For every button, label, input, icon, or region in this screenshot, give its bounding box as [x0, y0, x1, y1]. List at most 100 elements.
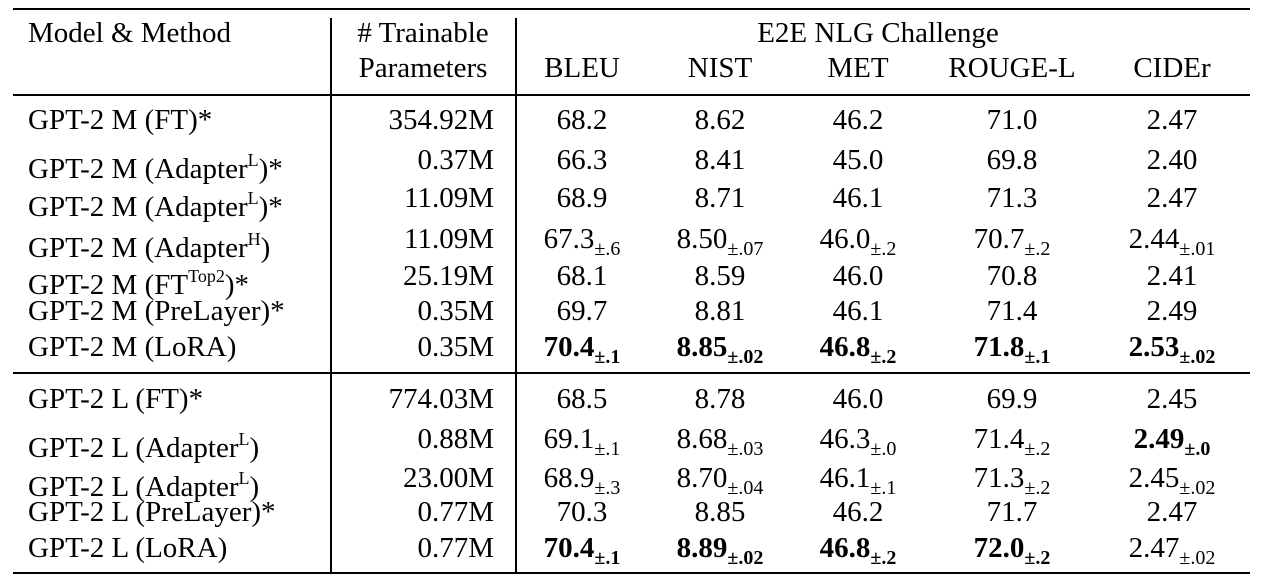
metric-std-subscript: ±.02: [1179, 346, 1216, 368]
metric-value: 71.4: [986, 295, 1038, 327]
trainable-params-cell: 23.00M: [402, 462, 494, 494]
model-variant-superscript: L: [238, 429, 250, 449]
trainable-params-cell: 11.09M: [404, 223, 494, 255]
metric-value: 70.8: [986, 260, 1038, 292]
metric-value: 71.3: [973, 462, 1025, 494]
nist-cell: 8.71: [695, 182, 746, 214]
metric-value: 2.49: [1133, 423, 1185, 455]
bleu-cell: 69.7: [557, 295, 608, 327]
model-name: GPT-2 M (Adapter: [28, 232, 248, 264]
model-name: GPT-2 L (LoRA): [28, 532, 228, 564]
cider-cell: 2.49±.0: [1134, 423, 1211, 465]
nist-cell: 8.62: [695, 104, 746, 136]
metric-std-subscript: ±.2: [870, 547, 897, 569]
cider-cell: 2.41: [1147, 260, 1198, 292]
metric-value: 71.4: [973, 423, 1025, 455]
metric-value: 68.1: [556, 260, 608, 292]
model-method-cell: GPT-2 M (AdapterL)*: [28, 182, 283, 223]
bleu-cell: 68.2: [557, 104, 608, 136]
metric-value: 70.4: [543, 331, 595, 363]
rouge-l-cell: 71.8±.1: [974, 331, 1051, 373]
rouge-l-cell: 71.3: [987, 182, 1038, 214]
metric-std-subscript: ±.0: [1184, 438, 1211, 460]
metric-std-subscript: ±.2: [870, 238, 897, 260]
metric-value: 68.2: [556, 104, 608, 136]
rouge-l-cell: 71.0: [987, 104, 1038, 136]
model-name-suffix: ): [249, 471, 260, 503]
metric-value: 2.47: [1146, 496, 1198, 528]
metric-value: 68.9: [543, 462, 595, 494]
metric-value: 71.8: [973, 331, 1025, 363]
metric-value: 8.81: [694, 295, 746, 327]
metric-value: 2.40: [1146, 144, 1198, 176]
metric-std-subscript: ±.1: [1024, 346, 1051, 368]
metric-value: 46.8: [819, 331, 871, 363]
trainable-params-cell: 0.77M: [417, 496, 494, 528]
metric-value: 2.49: [1146, 295, 1198, 327]
metric-std-subscript: ±.1: [870, 477, 897, 499]
met-cell: 46.3±.0: [820, 423, 897, 465]
trainable-params-cell: 25.19M: [402, 260, 494, 292]
nist-cell: 8.70±.04: [677, 462, 764, 504]
metric-std-subscript: ±.07: [727, 238, 764, 260]
bleu-cell: 70.4±.1: [544, 532, 621, 574]
metric-value: 2.45: [1128, 462, 1180, 494]
cider-cell: 2.47: [1147, 104, 1198, 136]
model-variant-superscript: L: [247, 150, 259, 170]
metric-value: 70.3: [556, 496, 608, 528]
metric-value: 8.41: [694, 144, 746, 176]
cider-cell: 2.47±.02: [1129, 532, 1216, 574]
bleu-cell: 70.4±.1: [544, 331, 621, 373]
met-cell: 46.0: [833, 383, 884, 415]
metric-value: 8.62: [694, 104, 746, 136]
cider-cell: 2.45±.02: [1129, 462, 1216, 504]
metric-value: 2.47: [1146, 104, 1198, 136]
metric-value: 71.0: [986, 104, 1038, 136]
model-variant-superscript: L: [247, 188, 259, 208]
header-met: MET: [827, 52, 889, 84]
metric-value: 68.9: [556, 182, 608, 214]
header-cider: CIDEr: [1133, 52, 1211, 84]
nist-cell: 8.78: [695, 383, 746, 415]
metric-value: 8.85: [676, 331, 728, 363]
metric-std-subscript: ±.02: [727, 547, 764, 569]
metric-value: 8.85: [694, 496, 746, 528]
metric-std-subscript: ±.1: [594, 346, 621, 368]
trainable-params-cell: 0.88M: [417, 423, 494, 455]
model-method-cell: GPT-2 M (FTTop2)*: [28, 260, 249, 301]
cider-cell: 2.45: [1147, 383, 1198, 415]
met-cell: 46.2: [833, 104, 884, 136]
column-divider-left: [330, 18, 332, 573]
met-cell: 45.0: [833, 144, 884, 176]
cider-cell: 2.44±.01: [1129, 223, 1216, 265]
model-name-suffix: )*: [258, 153, 283, 185]
model-method-cell: GPT-2 M (FT)*: [28, 104, 212, 136]
metric-value: 8.78: [694, 383, 746, 415]
header-bleu: BLEU: [544, 52, 620, 84]
model-name: GPT-2 M (Adapter: [28, 191, 248, 223]
nist-cell: 8.85±.02: [677, 331, 764, 373]
metric-value: 72.0: [973, 532, 1025, 564]
metric-std-subscript: ±.3: [594, 477, 621, 499]
group-rule: [13, 372, 1250, 374]
nist-cell: 8.85: [695, 496, 746, 528]
nist-cell: 8.89±.02: [677, 532, 764, 574]
model-method-cell: GPT-2 M (LoRA): [28, 331, 236, 363]
nist-cell: 8.50±.07: [677, 223, 764, 265]
metric-value: 71.3: [986, 182, 1038, 214]
model-name: GPT-2 L (Adapter: [28, 432, 239, 464]
bottom-rule: [13, 572, 1250, 574]
metric-std-subscript: ±.1: [594, 438, 621, 460]
metric-std-subscript: ±.01: [1179, 238, 1216, 260]
bleu-cell: 68.9: [557, 182, 608, 214]
metric-value: 69.7: [556, 295, 608, 327]
trainable-params-cell: 0.77M: [417, 532, 494, 564]
trainable-params-cell: 0.35M: [417, 331, 494, 363]
met-cell: 46.0±.2: [820, 223, 897, 265]
cider-cell: 2.47: [1147, 496, 1198, 528]
trainable-params-cell: 0.37M: [417, 144, 494, 176]
bleu-cell: 67.3±.6: [544, 223, 621, 265]
model-method-cell: GPT-2 L (AdapterL): [28, 423, 259, 464]
rouge-l-cell: 71.4: [987, 295, 1038, 327]
nist-cell: 8.59: [695, 260, 746, 292]
